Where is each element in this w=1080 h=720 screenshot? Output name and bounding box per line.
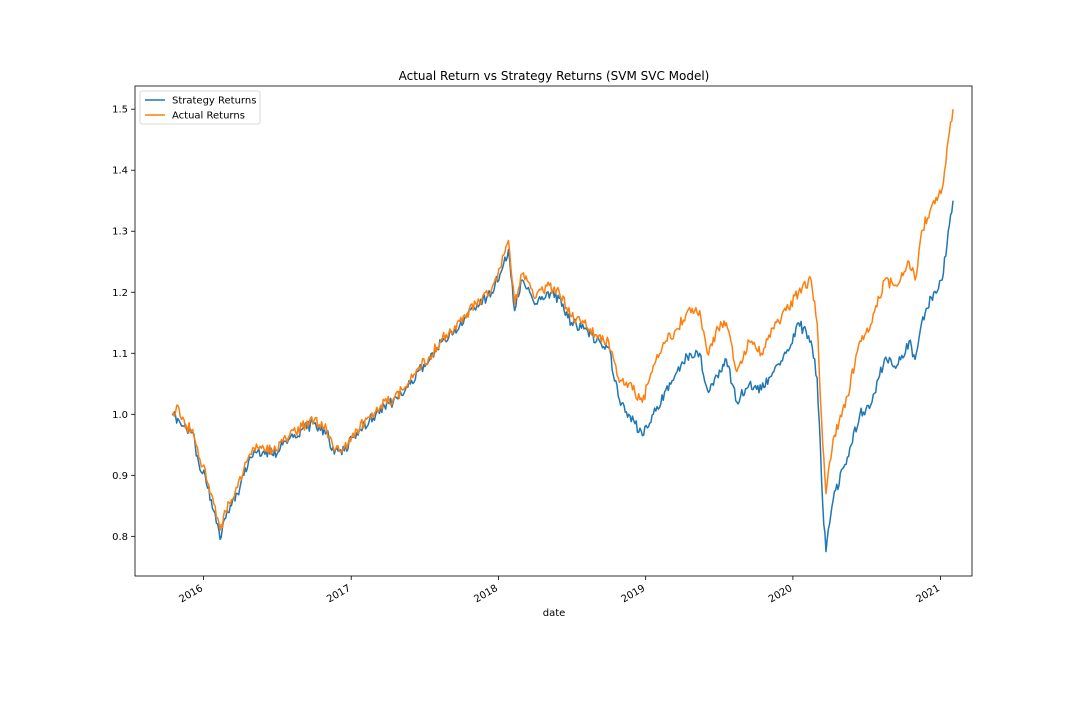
- plot-frame: [134, 85, 973, 577]
- series-line-strategy-returns: [171, 200, 954, 553]
- y-tick-label: 1.4: [112, 166, 128, 177]
- legend-label: Strategy Returns: [172, 96, 256, 107]
- legend: Strategy Returns Actual Returns: [139, 90, 261, 125]
- y-tick-label: 1.2: [112, 288, 128, 299]
- y-tick-label: 1.0: [112, 410, 128, 421]
- y-tick-label: 1.5: [112, 105, 128, 116]
- x-tick-label: 2017: [325, 583, 353, 605]
- x-tick-label: 2019: [620, 583, 648, 605]
- plot-area: [134, 85, 973, 577]
- x-tick-label: 2016: [178, 583, 206, 605]
- legend-label: Actual Returns: [172, 111, 245, 122]
- x-axis-label: date: [543, 608, 566, 619]
- y-tick-label: 0.9: [112, 471, 128, 482]
- legend-box: [139, 90, 261, 125]
- x-axis: 2016 2017 2018 2019 2020 2021: [178, 576, 942, 605]
- y-tick-label: 1.3: [112, 227, 128, 238]
- y-tick-label: 1.1: [112, 349, 128, 360]
- x-tick-label: 2020: [767, 583, 795, 605]
- chart-title: Actual Return vs Strategy Returns (SVM S…: [399, 69, 710, 83]
- x-tick-label: 2021: [914, 583, 942, 605]
- y-tick-label: 0.8: [112, 532, 128, 543]
- y-axis: 0.8 0.9 1.0 1.1 1.2 1.3 1.4 1.5: [112, 105, 135, 543]
- series-line-actual-returns: [171, 109, 954, 531]
- x-tick-label: 2018: [472, 583, 500, 605]
